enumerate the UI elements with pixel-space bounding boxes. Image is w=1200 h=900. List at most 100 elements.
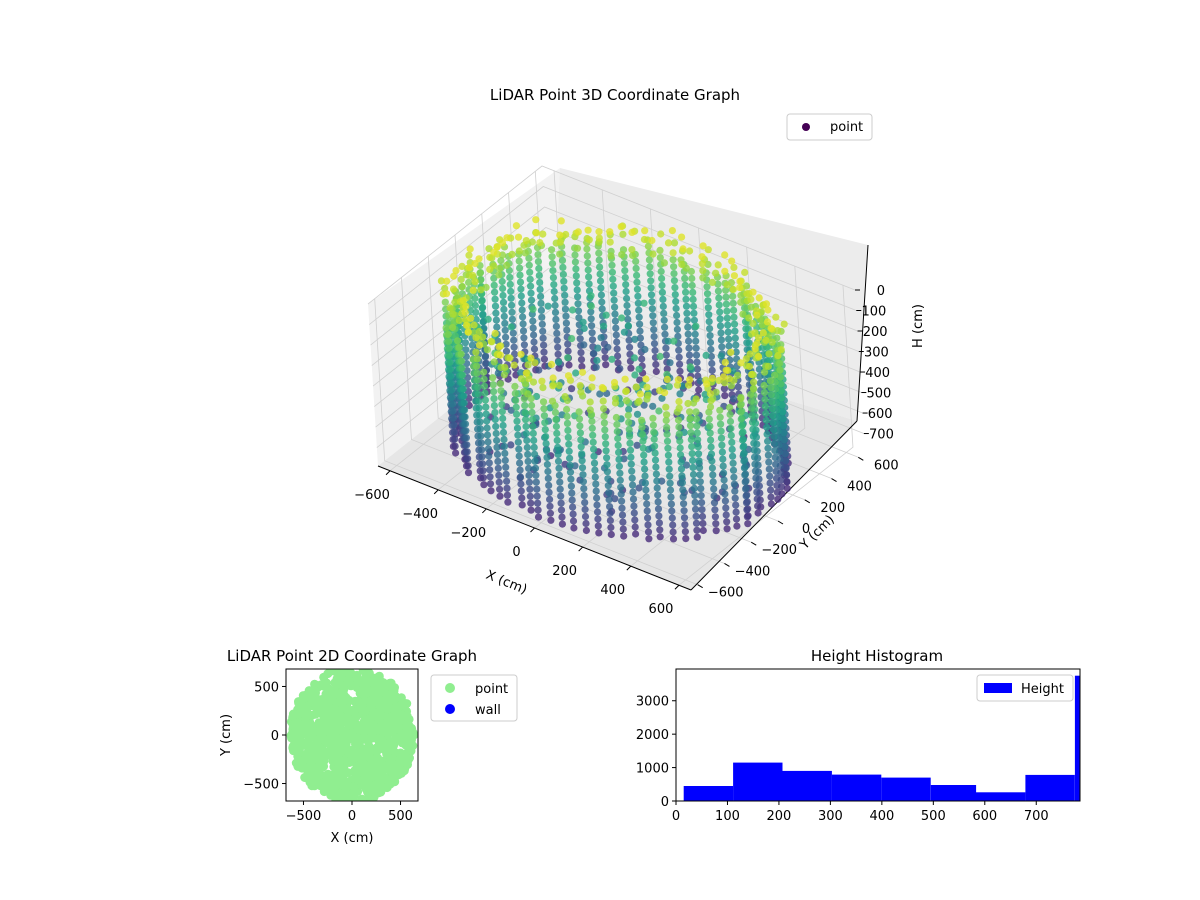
point-3d <box>534 499 542 507</box>
point-3d <box>532 471 540 479</box>
point-3d <box>623 301 631 310</box>
point-3d <box>629 488 637 496</box>
point-3d <box>520 341 529 349</box>
point-3d <box>523 436 531 445</box>
x-tick-label-hist: 700 <box>1024 809 1049 824</box>
point-3d <box>514 438 522 446</box>
point-3d <box>595 234 603 242</box>
point-3d <box>741 268 749 276</box>
point-3d <box>579 471 587 479</box>
point-3d <box>742 492 750 500</box>
point-3d <box>782 464 790 472</box>
legend-2d-marker-wall <box>445 704 455 714</box>
point-3d <box>760 388 769 397</box>
point-3d <box>508 301 516 309</box>
point-3d <box>503 477 511 485</box>
point-3d <box>722 286 730 294</box>
point-3d <box>655 519 664 527</box>
point-3d <box>669 256 677 264</box>
point-3d <box>529 429 537 437</box>
point-3d <box>537 292 545 300</box>
point-3d <box>502 470 510 478</box>
point-3d <box>680 514 689 522</box>
point-3d <box>691 330 699 338</box>
point-2d <box>399 766 409 776</box>
point-3d <box>729 395 738 403</box>
point-3d <box>720 483 729 491</box>
y-tick-label-hist: 3000 <box>636 695 669 710</box>
point-3d <box>749 432 757 440</box>
point-3d <box>752 481 760 489</box>
point-3d <box>728 438 736 446</box>
point-3d <box>721 497 730 505</box>
point-3d <box>490 358 498 366</box>
point-3d <box>546 502 554 510</box>
point-3d <box>595 228 603 236</box>
grid-line-x <box>389 170 565 472</box>
point-3d <box>676 390 684 398</box>
point-3d <box>562 230 570 239</box>
point-3d <box>565 361 573 369</box>
point-3d <box>731 327 739 335</box>
point-3d <box>562 319 571 327</box>
point-3d <box>462 302 470 310</box>
point-3d <box>454 337 462 345</box>
point-3d <box>465 278 473 287</box>
ticks-2d: −500 0 500 −500 0 500 <box>243 680 413 824</box>
point-3d <box>678 472 686 480</box>
point-3d <box>724 328 732 336</box>
point-3d <box>580 485 588 493</box>
point-3d <box>722 366 730 374</box>
point-3d <box>677 458 685 466</box>
point-3d <box>603 461 611 469</box>
point-2d <box>310 679 320 689</box>
point-3d <box>754 509 762 517</box>
point-3d <box>490 248 498 256</box>
histogram-bar <box>782 770 832 801</box>
point-3d <box>540 348 548 356</box>
point-2d <box>402 699 412 709</box>
point-3d <box>467 314 475 322</box>
point-3d <box>486 265 494 273</box>
point-3d <box>548 397 557 405</box>
point-3d <box>451 435 459 443</box>
point-3d <box>457 275 465 283</box>
point-3d <box>601 354 609 362</box>
point-3d <box>596 263 604 271</box>
point-3d <box>697 492 705 500</box>
point-3d <box>737 395 745 403</box>
point-3d <box>663 430 671 438</box>
point-3d <box>767 486 775 494</box>
point-3d <box>655 407 663 415</box>
point-3d <box>669 528 677 536</box>
point-3d <box>614 352 622 360</box>
point-3d <box>640 299 648 307</box>
point-3d <box>721 490 729 498</box>
point-3d <box>449 414 457 422</box>
point-3d <box>451 298 459 306</box>
point-3d <box>648 298 656 306</box>
point-2d <box>337 768 346 778</box>
point-3d <box>703 283 711 291</box>
point-3d <box>751 467 760 475</box>
point-3d <box>557 506 566 514</box>
point-3d <box>540 355 549 363</box>
point-3d <box>604 343 612 351</box>
point-3d <box>717 427 725 435</box>
point-3d <box>563 405 571 414</box>
grid-line-y <box>374 298 698 586</box>
point-3d <box>492 316 500 324</box>
point-2d <box>364 743 374 753</box>
point-3d <box>678 233 686 241</box>
point-3d <box>616 365 624 373</box>
point-3d <box>463 441 471 449</box>
point-3d <box>490 274 498 282</box>
x-tick-label-hist: 400 <box>869 809 894 824</box>
point-3d <box>706 429 714 437</box>
point-3d <box>689 302 698 310</box>
point-3d <box>618 497 626 505</box>
point-3d <box>507 323 515 331</box>
point-2d <box>312 738 322 748</box>
point-3d <box>755 334 763 342</box>
point-3d <box>600 322 608 330</box>
